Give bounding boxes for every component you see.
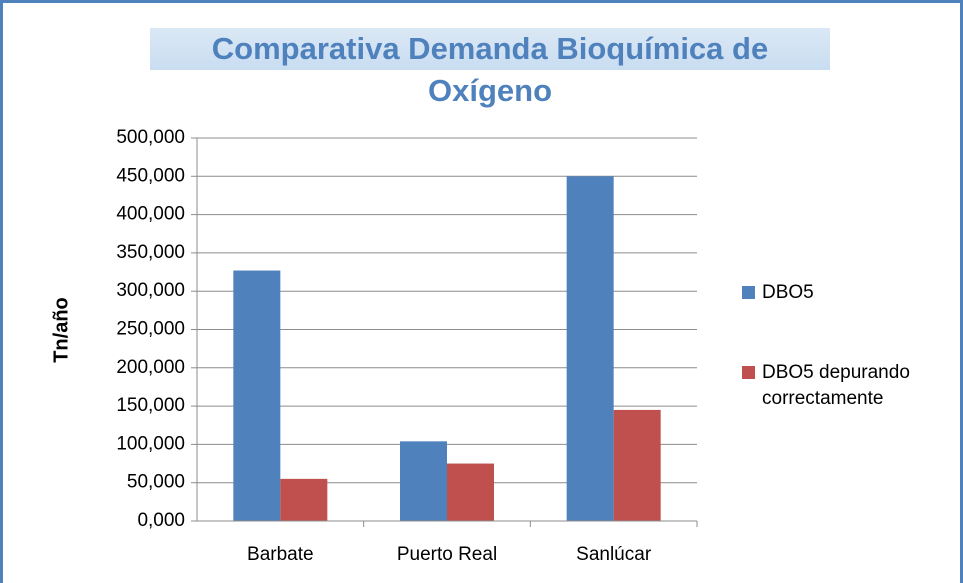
legend-swatch: [742, 286, 755, 299]
y-tick-label: 400,000: [116, 204, 185, 225]
bar: [400, 441, 447, 521]
bar: [280, 478, 328, 521]
bar: [613, 409, 661, 521]
bar: [566, 176, 614, 522]
x-tick-label: Sanlúcar: [576, 544, 652, 565]
y-tick-label: 300,000: [116, 280, 185, 301]
y-tick-label: 200,000: [116, 357, 185, 378]
y-tick-label: 100,000: [116, 433, 185, 454]
y-tick-label: 0,000: [137, 510, 185, 531]
y-tick-label: 250,000: [116, 319, 185, 340]
bar: [447, 463, 494, 521]
y-tick-label: 50,000: [127, 472, 185, 493]
bar: [233, 270, 281, 521]
x-tick-label: Barbate: [247, 544, 314, 565]
y-axis-label: Tn/año: [50, 297, 72, 363]
legend-label: DBO5: [762, 282, 814, 303]
y-tick-label: 450,000: [116, 165, 185, 186]
y-tick-label: 500,000: [116, 127, 185, 148]
y-tick-label: 350,000: [116, 242, 185, 263]
legend-swatch: [742, 366, 755, 379]
chart-title: Comparativa Demanda Bioquímica de Oxígen…: [150, 28, 830, 112]
x-tick-label: Puerto Real: [397, 544, 497, 565]
y-tick-label: 150,000: [116, 395, 185, 416]
legend-label: DBO5 depurando correctamente: [762, 362, 910, 409]
